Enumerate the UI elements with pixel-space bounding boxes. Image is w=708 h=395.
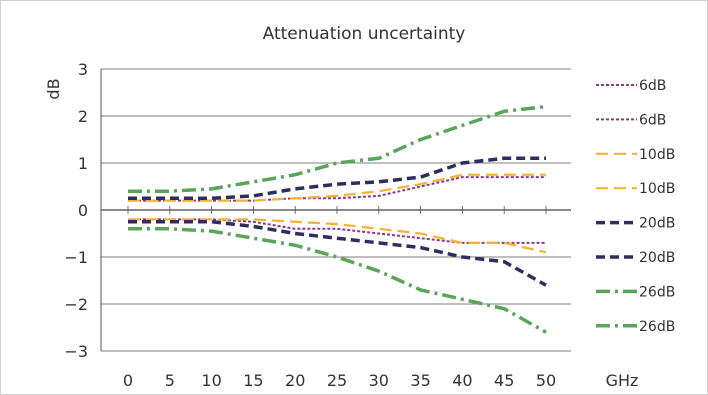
y-tick-label: 1 <box>78 154 88 173</box>
x-tick-label: 20 <box>285 371 305 390</box>
x-tick-label: 5 <box>165 371 175 390</box>
x-tick-label: 35 <box>410 371 430 390</box>
x-axis-label: GHz <box>606 371 639 390</box>
y-tick-label: −1 <box>64 248 88 267</box>
x-tick-label: 45 <box>494 371 514 390</box>
x-tick-label: 10 <box>201 371 221 390</box>
series-line <box>128 156 546 200</box>
series-line <box>128 218 547 254</box>
y-tick-label: −2 <box>64 295 88 314</box>
x-tick-label: 40 <box>452 371 472 390</box>
legend-label: 20dB <box>639 250 675 266</box>
series-line <box>128 104 547 193</box>
legend-label: 20dB <box>639 216 675 232</box>
x-tick-label: 25 <box>327 371 347 390</box>
y-tick-label: 0 <box>78 201 88 220</box>
x-tick-label: 50 <box>536 371 556 390</box>
y-axis-label: dB <box>44 78 63 99</box>
legend-label: 6dB <box>639 78 666 94</box>
x-tick-label: 30 <box>369 371 389 390</box>
legend-label: 26dB <box>639 319 675 335</box>
legend-label: 10dB <box>639 147 675 163</box>
y-tick-label: 3 <box>78 60 88 79</box>
series-line <box>128 227 547 334</box>
x-tick-label: 0 <box>123 371 133 390</box>
series-line <box>128 173 546 202</box>
legend-label: 26dB <box>639 284 675 300</box>
legend-label: 10dB <box>639 181 675 197</box>
series-line <box>128 220 547 287</box>
x-tick-label: 15 <box>243 371 263 390</box>
y-tick-label: 2 <box>78 107 88 126</box>
y-tick-label: −3 <box>64 342 88 361</box>
series-line <box>128 176 546 202</box>
legend-label: 6dB <box>639 112 666 128</box>
chart-title: Attenuation uncertainty <box>263 24 466 44</box>
